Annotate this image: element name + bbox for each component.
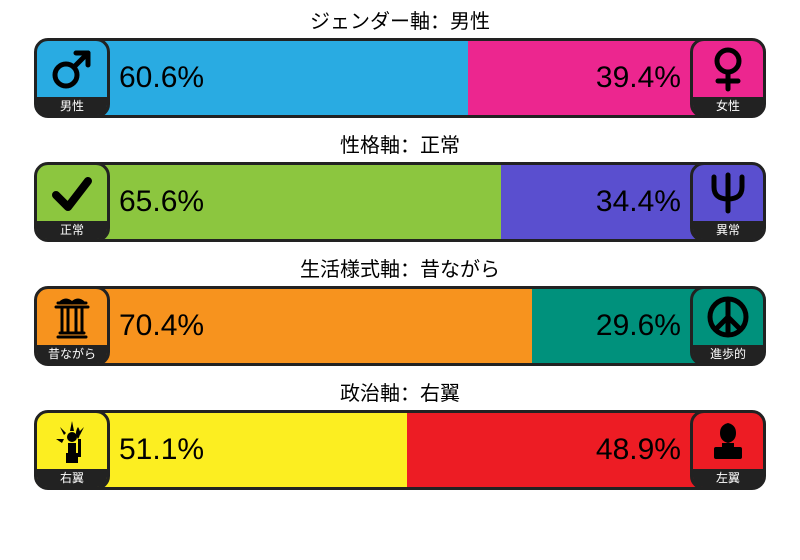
axis-cap-left: 右翼	[34, 410, 110, 490]
axis-cap-right-label: 左翼	[693, 469, 763, 487]
axis-bar-left: 65.6%	[77, 165, 501, 239]
male-icon	[48, 45, 96, 98]
axis-bar: 65.6% 34.4%	[74, 162, 726, 242]
axis-bar-right: 48.9%	[407, 413, 723, 487]
axis-row: ジェンダー軸：男性 男性 60.6% 39.4% 女性	[0, 10, 800, 118]
axis-bar-left: 70.4%	[77, 289, 532, 363]
rose-icon	[704, 417, 752, 470]
axis-left-percent: 60.6%	[119, 61, 204, 95]
psi-icon	[704, 169, 752, 222]
peace-icon	[704, 293, 752, 346]
axis-right-percent: 34.4%	[596, 185, 681, 219]
axis-bar-left: 60.6%	[77, 41, 468, 115]
axis-cap-left-label: 正常	[37, 221, 107, 239]
axis-cap-right-label: 女性	[693, 97, 763, 115]
axis-body: 右翼 51.1% 48.9% 左翼	[0, 410, 800, 490]
axis-row: 性格軸：正常 正常 65.6% 34.4% 異常	[0, 134, 800, 242]
axis-row: 生活様式軸：昔ながら 昔ながら 70.4% 29.6% 進歩的	[0, 258, 800, 366]
axis-row: 政治軸：右翼 右翼 51.1% 48.9% 左翼	[0, 382, 800, 490]
axis-right-percent: 48.9%	[596, 433, 681, 467]
check-icon	[48, 169, 96, 222]
axis-cap-left-label: 男性	[37, 97, 107, 115]
axis-cap-right-label: 進歩的	[693, 345, 763, 363]
axis-bar-right: 39.4%	[468, 41, 723, 115]
axis-cap-right: 進歩的	[690, 286, 766, 366]
axis-title: ジェンダー軸：男性	[0, 10, 800, 34]
axis-title: 性格軸：正常	[0, 134, 800, 158]
axis-title: 政治軸：右翼	[0, 382, 800, 406]
axis-cap-right: 女性	[690, 38, 766, 118]
axis-body: 昔ながら 70.4% 29.6% 進歩的	[0, 286, 800, 366]
axis-cap-right-label: 異常	[693, 221, 763, 239]
axis-cap-left-label: 右翼	[37, 469, 107, 487]
female-icon	[704, 45, 752, 98]
axis-right-percent: 39.4%	[596, 61, 681, 95]
axis-cap-left: 昔ながら	[34, 286, 110, 366]
axis-cap-right: 左翼	[690, 410, 766, 490]
axis-left-percent: 65.6%	[119, 185, 204, 219]
axis-bar: 60.6% 39.4%	[74, 38, 726, 118]
axis-cap-left: 男性	[34, 38, 110, 118]
axes-container: ジェンダー軸：男性 男性 60.6% 39.4% 女性性格軸：正常 正常 65.6% 3…	[0, 0, 800, 490]
axis-cap-right: 異常	[690, 162, 766, 242]
axis-body: 正常 65.6% 34.4% 異常	[0, 162, 800, 242]
axis-body: 男性 60.6% 39.4% 女性	[0, 38, 800, 118]
axis-bar-left: 51.1%	[77, 413, 407, 487]
column-icon	[48, 293, 96, 346]
axis-cap-left-label: 昔ながら	[37, 345, 107, 363]
axis-cap-left: 正常	[34, 162, 110, 242]
liberty-icon	[48, 417, 96, 470]
axis-left-percent: 70.4%	[119, 309, 204, 343]
axis-left-percent: 51.1%	[119, 433, 204, 467]
axis-title: 生活様式軸：昔ながら	[0, 258, 800, 282]
axis-right-percent: 29.6%	[596, 309, 681, 343]
axis-bar: 51.1% 48.9%	[74, 410, 726, 490]
axis-bar: 70.4% 29.6%	[74, 286, 726, 366]
